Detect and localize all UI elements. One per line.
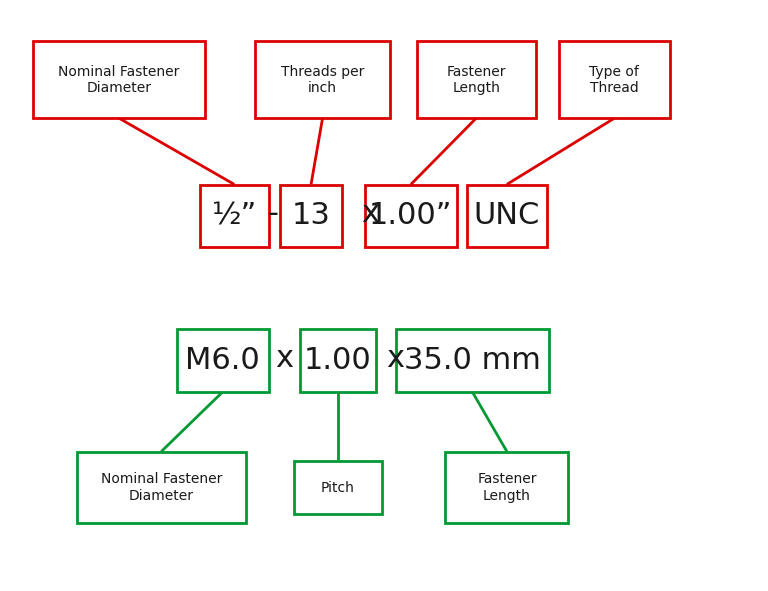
FancyBboxPatch shape: [255, 41, 390, 118]
Text: 35.0 mm: 35.0 mm: [404, 346, 541, 375]
Text: Threads per
inch: Threads per inch: [281, 64, 364, 95]
FancyBboxPatch shape: [77, 452, 246, 523]
FancyBboxPatch shape: [416, 41, 536, 118]
FancyBboxPatch shape: [293, 461, 382, 514]
Text: x: x: [361, 199, 379, 229]
Text: Fastener
Length: Fastener Length: [446, 64, 506, 95]
FancyBboxPatch shape: [177, 330, 269, 391]
Text: x: x: [275, 344, 293, 374]
Text: 1.00”: 1.00”: [369, 201, 452, 230]
Text: UNC: UNC: [474, 201, 540, 230]
FancyBboxPatch shape: [32, 41, 205, 118]
Text: ½”: ½”: [211, 201, 257, 230]
Text: Nominal Fastener
Diameter: Nominal Fastener Diameter: [58, 64, 180, 95]
Text: x: x: [386, 344, 405, 374]
Text: 1.00: 1.00: [304, 346, 372, 375]
FancyBboxPatch shape: [200, 184, 269, 247]
Text: 13: 13: [292, 201, 330, 230]
Text: Nominal Fastener
Diameter: Nominal Fastener Diameter: [101, 472, 222, 503]
FancyBboxPatch shape: [559, 41, 670, 118]
Text: Fastener
Length: Fastener Length: [477, 472, 537, 503]
Text: Pitch: Pitch: [321, 480, 355, 495]
Text: Type of
Thread: Type of Thread: [590, 64, 639, 95]
FancyBboxPatch shape: [445, 452, 568, 523]
FancyBboxPatch shape: [300, 330, 376, 391]
FancyBboxPatch shape: [396, 330, 549, 391]
Text: -: -: [267, 199, 278, 229]
Text: M6.0: M6.0: [185, 346, 260, 375]
FancyBboxPatch shape: [467, 184, 547, 247]
FancyBboxPatch shape: [280, 184, 342, 247]
FancyBboxPatch shape: [365, 184, 457, 247]
